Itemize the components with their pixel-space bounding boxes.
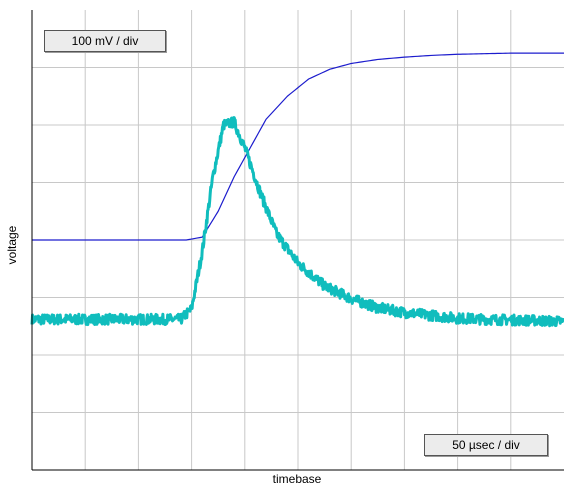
y-axis-label: voltage [5,225,19,265]
blue-trace [32,52,564,241]
time-scale-label: 50 µsec / div [424,434,548,456]
traces [30,52,564,328]
cyan-trace [30,116,564,328]
voltage-scale-label: 100 mV / div [44,30,166,52]
grid [32,10,564,470]
x-axis-label: timebase [272,472,322,486]
